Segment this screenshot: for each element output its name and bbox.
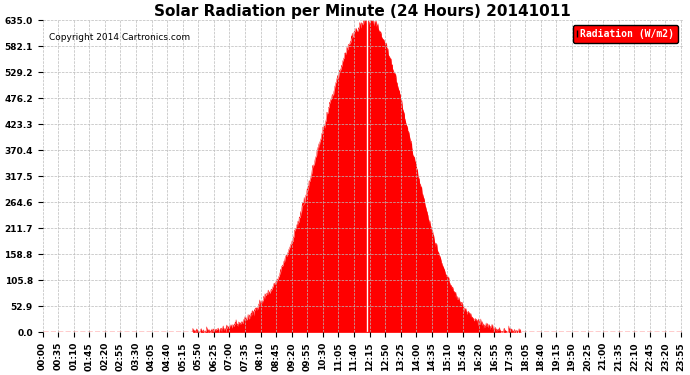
Legend: Radiation (W/m2): Radiation (W/m2) (573, 25, 678, 43)
Text: Copyright 2014 Cartronics.com: Copyright 2014 Cartronics.com (49, 33, 190, 42)
Title: Solar Radiation per Minute (24 Hours) 20141011: Solar Radiation per Minute (24 Hours) 20… (155, 4, 571, 19)
